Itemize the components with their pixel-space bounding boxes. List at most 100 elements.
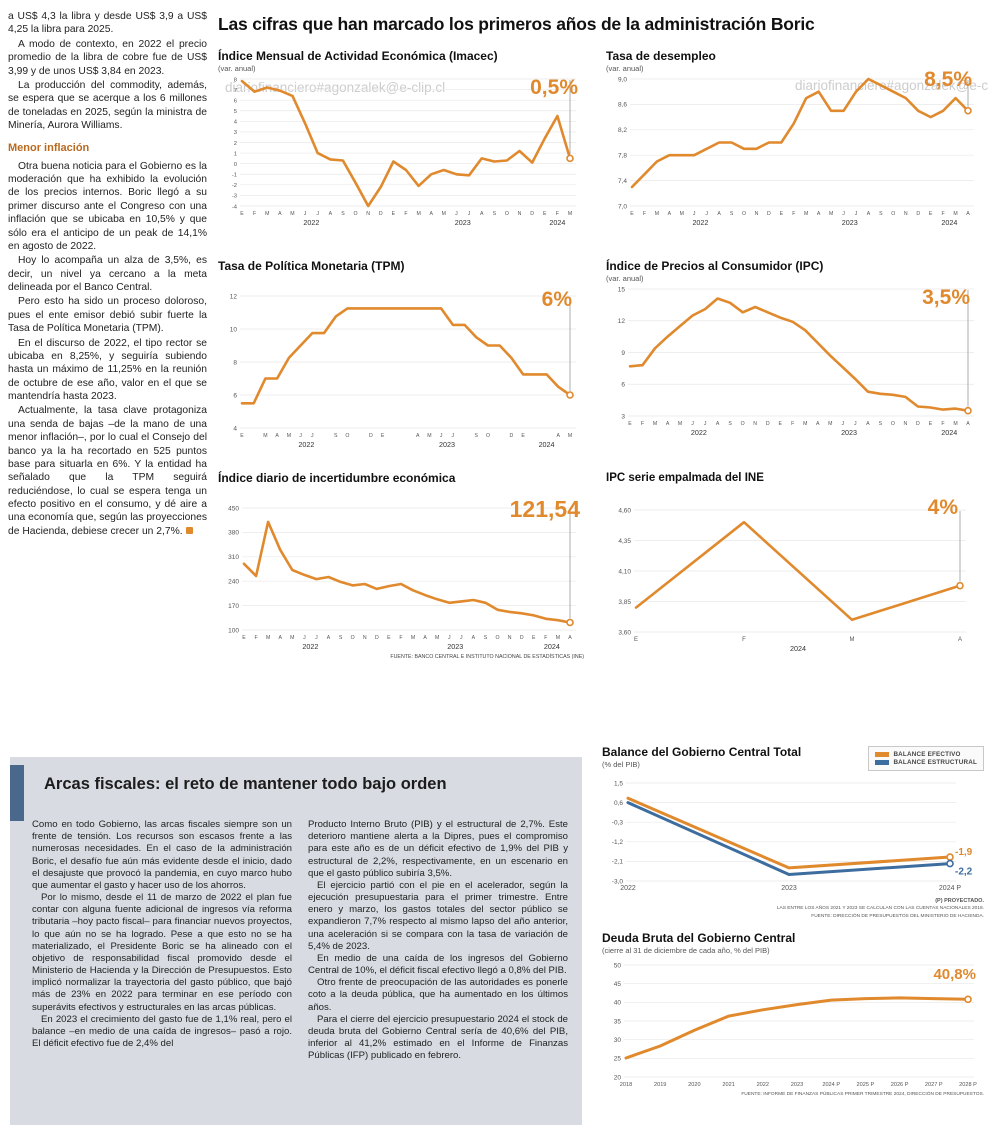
svg-text:M: M [435,635,439,641]
svg-text:A: A [817,211,821,217]
svg-text:S: S [475,433,479,439]
svg-text:E: E [240,211,244,217]
svg-text:N: N [363,635,367,641]
svg-text:8: 8 [234,77,237,83]
svg-text:7,4: 7,4 [618,178,627,185]
svg-text:D: D [767,211,771,217]
fiscal-article-title: Arcas fiscales: el reto de mantener todo… [44,775,447,793]
svg-text:D: D [520,635,524,641]
chart-subtitle: (cierre al 31 de diciembre de cada año, … [602,946,770,956]
svg-text:J: J [705,211,708,217]
svg-text:O: O [345,433,349,439]
chart-title: Deuda Bruta del Gobierno Central [602,931,796,945]
svg-text:M: M [556,635,560,641]
svg-text:J: J [440,433,443,439]
svg-text:10: 10 [230,326,238,333]
svg-text:M: M [287,433,291,439]
svg-text:M: M [427,433,431,439]
svg-text:2024 P: 2024 P [822,1082,840,1088]
svg-text:J: J [448,635,451,641]
svg-text:2027 P: 2027 P [925,1082,943,1088]
chart-subtitle: (var. anual) [606,274,644,284]
svg-text:5: 5 [234,109,237,115]
svg-text:J: J [304,211,307,217]
svg-text:2023: 2023 [791,1082,803,1088]
svg-text:-2: -2 [232,183,237,189]
svg-text:F: F [254,635,257,641]
svg-text:E: E [521,433,525,439]
svg-text:J: J [460,635,463,641]
svg-text:M: M [290,211,294,217]
svg-text:2022: 2022 [298,440,314,449]
svg-text:A: A [557,433,561,439]
svg-text:40: 40 [614,1000,622,1007]
paragraph: a US$ 4,3 la libra y desde US$ 3,9 a US$… [8,11,207,36]
chart-highlight-value: 40,8% [933,966,976,983]
svg-text:S: S [339,635,343,641]
left-article-column: a US$ 4,3 la libra y desde US$ 3,9 a US$… [8,10,207,539]
svg-text:9: 9 [621,350,625,357]
svg-text:N: N [366,211,370,217]
svg-text:J: J [311,433,314,439]
svg-text:2024: 2024 [790,644,806,653]
svg-text:O: O [891,421,895,427]
svg-text:O: O [496,635,500,641]
svg-text:100: 100 [228,627,239,634]
paragraph: En medio de una caída de los ingresos de… [308,952,568,977]
chart-plot: 8 7 6 5 4 3 2 1 0 -1 -2 -3 -4 E F M A M J J A S O N D E F M A M J J A S O N… [218,73,584,228]
paragraph: Otra buena noticia para el Gobierno es l… [8,160,207,252]
svg-text:F: F [253,211,256,217]
svg-text:E: E [630,211,634,217]
svg-text:J: J [455,211,458,217]
svg-text:O: O [742,211,746,217]
svg-text:-4: -4 [232,204,238,210]
svg-text:2018: 2018 [620,1082,632,1088]
paragraph: Para el cierre del ejercicio presupuesta… [308,1013,568,1062]
svg-text:S: S [493,211,497,217]
svg-text:A: A [423,635,427,641]
svg-text:2023: 2023 [447,642,463,651]
svg-text:F: F [404,211,407,217]
chart-note: LAS ENTRE LOS AÑOS 2021 Y 2023 SE CALCUL… [776,906,984,912]
svg-text:D: D [510,433,514,439]
svg-text:O: O [891,211,895,217]
svg-text:30: 30 [614,1037,622,1044]
svg-text:J: J [315,635,318,641]
chart-plot: 450 380 310 240 170 100 E F M A M J J A S O N D E F M A M J J A S O… [218,502,584,652]
svg-text:450: 450 [228,505,239,512]
svg-text:F: F [791,421,794,427]
svg-text:N: N [904,421,908,427]
chart-subtitle [218,486,584,488]
svg-text:M: M [290,635,294,641]
svg-text:M: M [265,211,269,217]
svg-text:J: J [855,211,858,217]
paragraph: En 2023 el crecimiento del gasto fue de … [32,1013,292,1050]
legend-swatch-efectivo [875,752,890,757]
svg-text:M: M [411,635,415,641]
svg-text:0: 0 [234,162,237,168]
svg-text:-3: -3 [232,194,237,200]
svg-text:E: E [929,421,933,427]
svg-text:O: O [486,433,490,439]
svg-text:E: E [628,421,632,427]
chart-note: (P) PROYECTADO. [935,898,984,905]
chart-highlight-value: 3,5% [922,286,970,309]
paragraph: En el discurso de 2022, el tipo rector s… [8,337,207,403]
page-title: Las cifras que han marcado los primeros … [218,14,815,34]
svg-text:D: D [369,433,373,439]
svg-text:50: 50 [614,962,622,969]
svg-text:8,6: 8,6 [618,102,627,109]
svg-text:9,0: 9,0 [618,76,627,83]
svg-text:M: M [442,211,446,217]
svg-text:6: 6 [234,99,237,105]
paragraph: Actualmente, la tasa clave protagoniza u… [8,404,207,538]
svg-text:3: 3 [621,413,625,420]
section-heading: Menor inflación [8,142,90,155]
svg-text:J: J [704,421,707,427]
svg-text:A: A [472,635,476,641]
svg-text:M: M [678,421,682,427]
svg-text:2020: 2020 [688,1082,700,1088]
svg-text:F: F [399,635,402,641]
svg-text:A: A [327,635,331,641]
svg-text:4,35: 4,35 [618,537,631,544]
